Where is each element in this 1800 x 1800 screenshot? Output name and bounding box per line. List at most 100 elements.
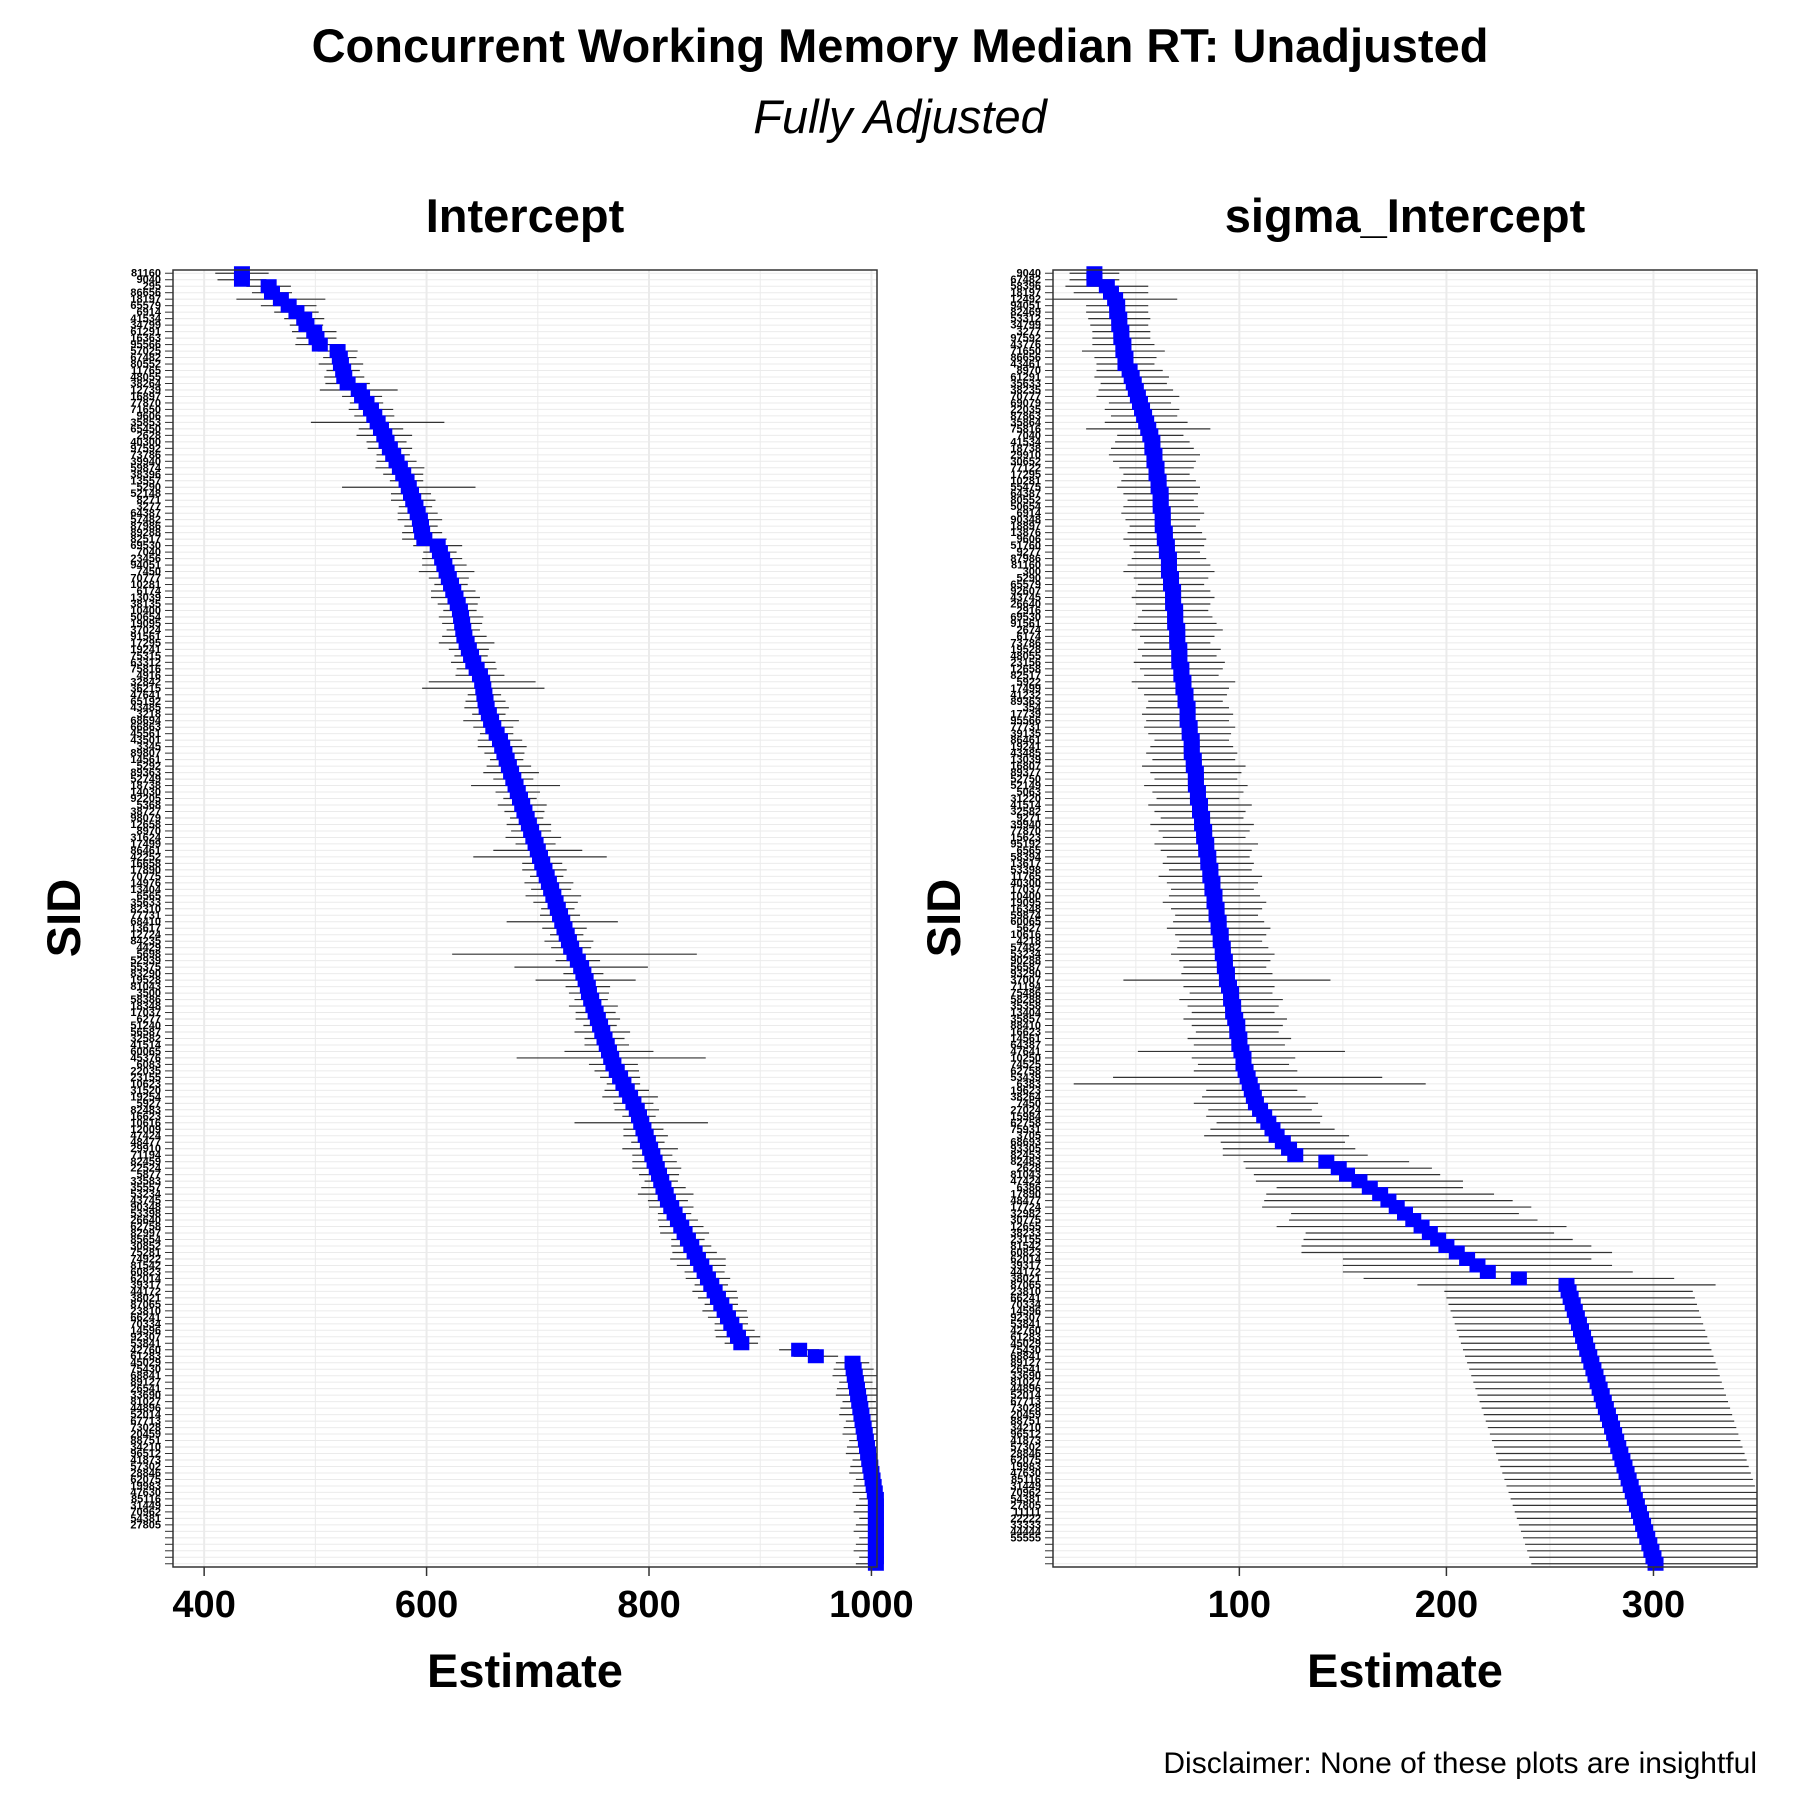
- sid-tick-label: 38396: [130, 469, 161, 481]
- sid-tick-label: 75486: [1010, 988, 1041, 1000]
- sid-tick-label: 87863: [1010, 410, 1041, 422]
- sid-tick-label: 295: [143, 281, 161, 293]
- sid-tick-label: 6174: [137, 586, 162, 598]
- sid-tick-label: 10281: [1010, 475, 1041, 487]
- sid-tick-label: 82997: [130, 1228, 161, 1240]
- sid-tick-label: 64387: [1010, 1039, 1041, 1051]
- sid-tick-label: 53234: [1010, 949, 1041, 961]
- sid-tick-label: 16363: [130, 333, 161, 345]
- x-tick-label: 600: [395, 1584, 458, 1626]
- sid-tick-label: 17295: [130, 637, 161, 649]
- sid-tick-label: 33333: [1010, 1519, 1041, 1531]
- sid-tick-label: 75430: [130, 1364, 161, 1376]
- sid-tick-label: 38264: [130, 378, 161, 390]
- sid-tick-label: 44444: [1010, 1526, 1041, 1538]
- sid-tick-label: 17037: [130, 1007, 161, 1019]
- sid-tick-label: 14561: [1010, 1033, 1041, 1045]
- sid-tick-label: 17499: [130, 838, 161, 850]
- sid-tick-label: 6386: [1017, 1182, 1041, 1194]
- sid-tick-label: 9277: [1017, 547, 1041, 559]
- estimate-point: [1339, 1167, 1356, 1182]
- sid-tick-label: 91561: [130, 631, 161, 643]
- sid-tick-label: 64387: [130, 508, 161, 520]
- sid-tick-label: 15984: [1010, 1111, 1041, 1123]
- sid-tick-label: 48477: [1010, 1195, 1041, 1207]
- sid-tick-label: 41514: [1010, 800, 1041, 812]
- sid-tick-label: 31520: [130, 1085, 161, 1097]
- sid-tick-label: 23810: [1010, 1286, 1041, 1298]
- sid-tick-label: 61291: [130, 326, 161, 338]
- sid-tick-label: 11765: [1011, 871, 1041, 883]
- sid-tick-label: 97592: [1010, 333, 1041, 345]
- sid-tick-label: 74922: [130, 1253, 161, 1265]
- sid-tick-label: 62075: [1010, 1454, 1041, 1466]
- sid-tick-label: 17724: [1010, 1202, 1041, 1214]
- sid-tick-label: 43745: [130, 1195, 161, 1207]
- sid-tick-label: 40300: [1010, 877, 1041, 889]
- sid-tick-label: 81043: [1010, 1169, 1041, 1181]
- sid-tick-label: 67482: [130, 352, 161, 364]
- grid-intercept: [173, 270, 877, 1567]
- estimate-point: [1479, 1264, 1496, 1279]
- sid-tick-label: 37024: [130, 624, 161, 636]
- sid-tick-label: 52014: [1010, 1390, 1041, 1402]
- sid-tick-label: 93305: [1010, 1143, 1041, 1155]
- sid-tick-label: 71650: [130, 404, 161, 416]
- sid-tick-label: 85654: [130, 1234, 161, 1246]
- sid-tick-label: 41873: [1010, 1435, 1041, 1447]
- sid-tick-label: 12492: [1010, 294, 1041, 306]
- sid-tick-label: 30852: [130, 1240, 161, 1252]
- sid-tick-label: 6914: [137, 307, 162, 319]
- sid-tick-label: 10281: [130, 579, 161, 591]
- sid-tick-label: 10250: [1010, 1052, 1041, 1064]
- sid-tick-label: 17295: [1010, 469, 1041, 481]
- estimate-point: [1086, 272, 1103, 287]
- sid-tick-label: 47630: [1010, 1467, 1041, 1479]
- sid-tick-label: 6174: [1017, 631, 1042, 643]
- sid-tick-label: 62758: [1010, 1065, 1041, 1077]
- sid-tick-label: 11765: [131, 365, 161, 377]
- sid-tick-label: 31624: [130, 832, 161, 844]
- sid-tick-label: 66241: [130, 1312, 161, 1324]
- sid-tick-label: 16348: [1010, 903, 1041, 915]
- x-tick-label: 300: [1622, 1584, 1685, 1626]
- sid-tick-label: 6277: [137, 1014, 161, 1026]
- sid-tick-label: 50654: [1010, 501, 1041, 513]
- figure-subtitle: Fully Adjusted: [753, 90, 1048, 143]
- sid-tick-label: 12658: [130, 819, 161, 831]
- sid-tick-label: 84235: [130, 936, 161, 948]
- sid-tick-label: 13039: [130, 592, 161, 604]
- estimate-point: [311, 337, 328, 352]
- sid-tick-label: 354: [1023, 702, 1042, 714]
- sid-tick-label: 13617: [130, 923, 161, 935]
- sid-tick-label: 52014: [130, 1409, 161, 1421]
- sid-tick-label: 18738: [1010, 443, 1041, 455]
- sid-tick-label: 39317: [130, 1279, 161, 1291]
- estimate-point: [416, 532, 433, 547]
- sid-tick-label: 27024: [1010, 1104, 1041, 1116]
- sid-tick-label: 53398: [1010, 864, 1041, 876]
- sid-tick-label: 10616: [1010, 929, 1041, 941]
- sid-tick-label: 89363: [130, 767, 161, 779]
- sid-tick-label: 62075: [130, 1474, 161, 1486]
- estimate-point: [1647, 1556, 1664, 1571]
- sid-tick-label: 44896: [130, 1403, 161, 1415]
- sid-tick-label: 52148: [130, 488, 161, 500]
- sid-tick-label: 26640: [1010, 598, 1041, 610]
- sid-tick-label: 5368: [137, 800, 161, 812]
- sid-tick-label: 18738: [130, 780, 161, 792]
- sid-labels-intercept: 8116090402958665618197655796914415343479…: [130, 268, 173, 1565]
- sid-tick-label: 7040: [137, 547, 161, 559]
- sid-tick-label: 26541: [130, 1383, 161, 1395]
- sid-tick-label: 67713: [1010, 1396, 1041, 1408]
- sid-tick-label: 53841: [130, 1338, 161, 1350]
- sid-tick-label: 90348: [1010, 514, 1041, 526]
- sid-tick-label: 5292: [137, 761, 161, 773]
- sid-tick-label: 71194: [131, 1150, 162, 1162]
- sid-tick-label: 8271: [137, 495, 161, 507]
- points-sigma-intercept: [1086, 266, 1664, 1571]
- sid-tick-label: 89127: [1010, 1357, 1041, 1369]
- sid-tick-label: 43461: [1010, 359, 1041, 371]
- sid-tick-label: 82483: [130, 1104, 161, 1116]
- sid-tick-label: 20459: [130, 1429, 161, 1441]
